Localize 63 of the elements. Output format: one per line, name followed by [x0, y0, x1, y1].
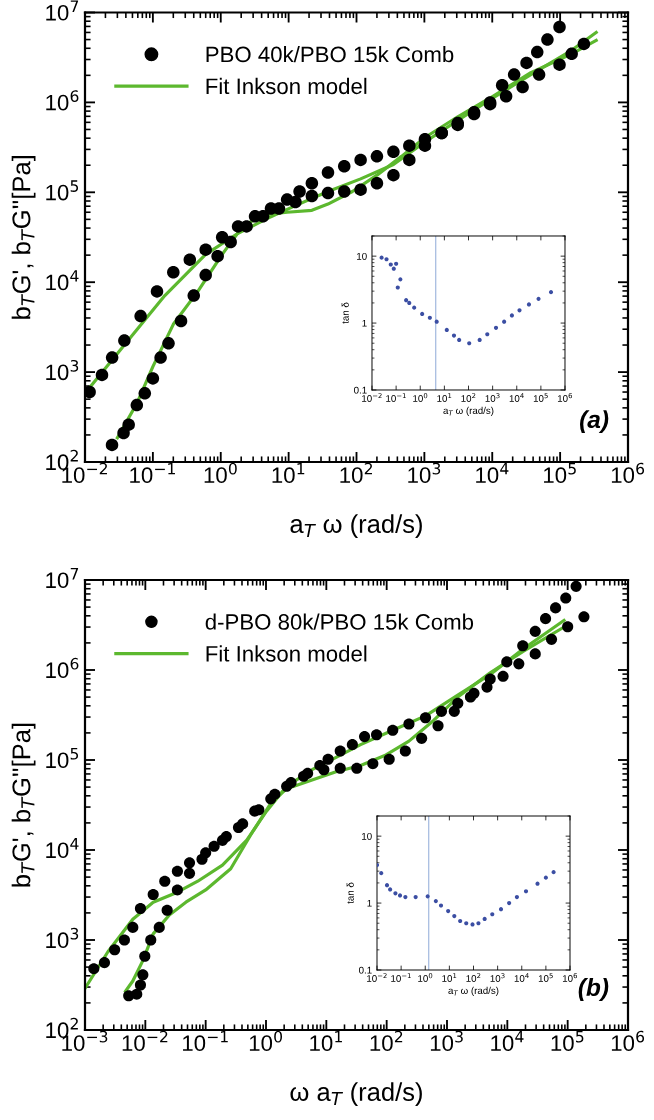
x-tick-label: 10$^{−1}$	[130, 462, 175, 484]
y-tick-label: 10$^{6}$	[46, 657, 79, 679]
x-tick-label: 10$^{0}$	[418, 973, 433, 982]
x-axis-title: ω a$_{T}$ (rad/s)	[290, 1082, 422, 1107]
y-tick-label: 1	[367, 899, 372, 907]
x-tick-label: 10$^{2}$	[466, 973, 481, 982]
x-tick-label: 10$^{5}$	[544, 462, 576, 484]
y-axis-title: tan δ	[341, 302, 349, 324]
y-tick-label: 10$^{4}$	[46, 270, 79, 291]
x-tick-label: 10$^{0}$	[204, 462, 237, 484]
x-tick-label: 10$^{5}$	[551, 1030, 584, 1052]
x-tick-label: 10$^{−2}$	[367, 973, 387, 982]
x-tick-label: 10$^{3}$	[408, 462, 441, 484]
x-axis-title: a$_{T}$ ω (rad/s)	[443, 406, 494, 416]
x-axis-title: a$_{T}$ ω (rad/s)	[290, 514, 422, 539]
x-tick-label: 10$^{1}$	[272, 462, 305, 484]
x-tick-label: 10$^{0}$	[413, 393, 428, 402]
x-tick-label: 10$^{4}$	[491, 1030, 524, 1052]
x-tick-label: 10$^{6}$	[562, 973, 578, 982]
y-tick-label: 10	[357, 252, 367, 260]
x-tick-label: 10$^{3}$	[490, 973, 505, 982]
y-tick-label: 10$^{3}$	[46, 359, 79, 381]
y-tick-label: 10$^{5}$	[46, 180, 79, 201]
y-tick-label: 10$^{4}$	[46, 838, 79, 859]
x-tick-label: 10$^{−2}$	[362, 393, 382, 402]
x-tick-label: 10$^{−1}$	[183, 1030, 228, 1052]
legend-label: Fit Inkson model	[206, 645, 367, 662]
y-tick-label: 10$^{7}$	[46, 0, 79, 21]
x-tick-label: 10$^{1}$	[437, 393, 452, 402]
annotation: (b)	[578, 978, 609, 1001]
x-tick-label: 10$^{6}$	[557, 393, 573, 402]
x-tick-label: 10$^{−2}$	[122, 1030, 168, 1052]
y-tick-label: 1	[362, 319, 367, 327]
x-tick-label: 10$^{2}$	[461, 393, 476, 402]
x-tick-label: 10$^{5}$	[538, 973, 553, 982]
legend-label: d-PBO 80k/PBO 15k Comb	[205, 613, 474, 630]
x-tick-label: 10$^{−1}$	[391, 973, 411, 982]
x-tick-label: 10$^{6}$	[611, 462, 645, 484]
x-tick-label: 10$^{1}$	[442, 973, 457, 982]
y-axis-title: tan δ	[346, 882, 354, 904]
y-axis-title: b$_{T}$G', b$_{T}$G''[Pa]	[11, 156, 36, 319]
x-tick-label: 10$^{4}$	[509, 393, 524, 402]
y-tick-label: 10$^{7}$	[46, 568, 79, 589]
x-tick-label: 10$^{6}$	[611, 1030, 645, 1052]
y-tick-label: 0.1	[354, 386, 367, 394]
y-tick-label: 10$^{3}$	[46, 927, 79, 949]
x-tick-label: 10$^{4}$	[514, 973, 529, 982]
x-tick-label: 10$^{3}$	[430, 1030, 463, 1052]
x-tick-label: 10$^{3}$	[485, 393, 500, 402]
annotation: (a)	[580, 410, 609, 433]
x-tick-label: 10$^{5}$	[533, 393, 548, 402]
x-tick-label: 10$^{1}$	[310, 1030, 342, 1052]
x-tick-label: 10$^{0}$	[249, 1030, 283, 1052]
y-tick-label: 0.1	[359, 966, 372, 974]
x-axis-title: a$_{T}$ ω (rad/s)	[448, 986, 499, 996]
legend-label: Fit Inkson model	[206, 77, 367, 95]
y-tick-label: 10$^{5}$	[46, 748, 79, 769]
y-axis-title: b$_{T}$G', b$_{T}$G''[Pa]	[11, 723, 36, 887]
y-tick-label: 10	[362, 832, 372, 840]
x-tick-label: 10$^{4}$	[476, 462, 509, 484]
y-tick-label: 10$^{6}$	[46, 90, 79, 111]
legend-label: PBO 40k/PBO 15k Comb	[206, 45, 454, 63]
x-tick-label: 10$^{−1}$	[386, 393, 406, 402]
